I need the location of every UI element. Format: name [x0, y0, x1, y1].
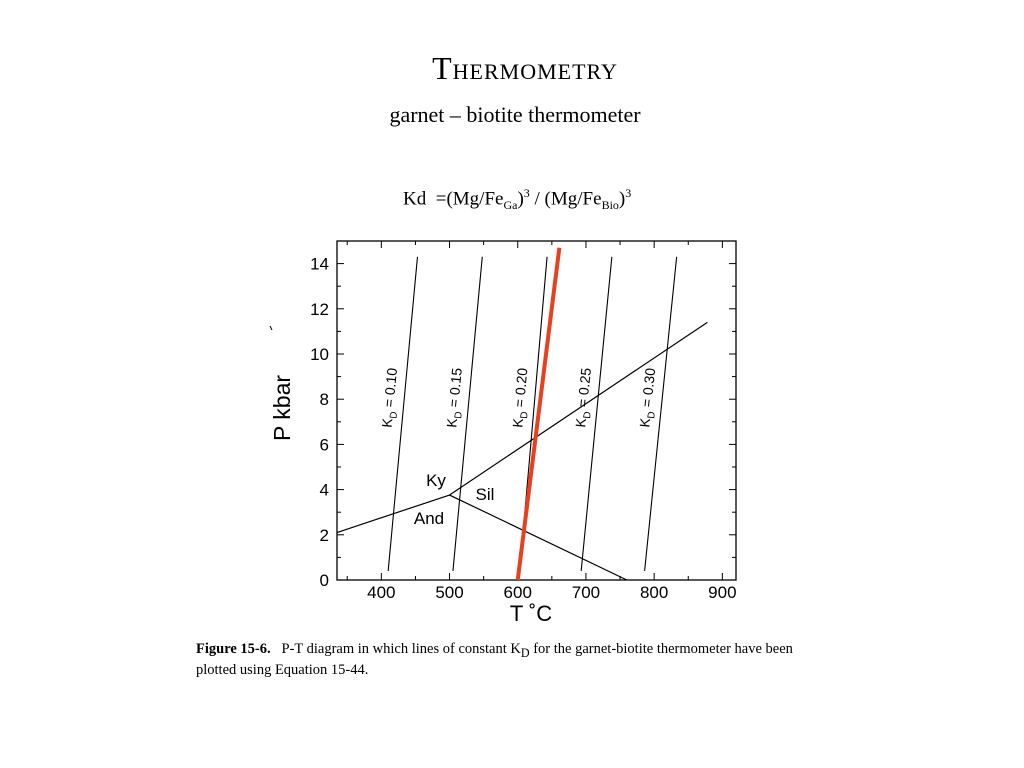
y-tick-label: 8: [320, 390, 329, 409]
eq-open: =(Mg/Fe: [435, 188, 504, 210]
slide-subtitle: garnet – biotite thermometer: [389, 102, 641, 127]
kd-line: [387, 256, 419, 572]
kd-value: = 0.10: [380, 367, 400, 412]
y-tick-label: 14: [310, 255, 329, 274]
kd-k: K: [443, 417, 460, 428]
kd-line: [580, 256, 613, 572]
figure-caption: Figure 15-6. P-T diagram in which lines …: [196, 641, 836, 679]
sil-label: Sil: [476, 485, 495, 504]
eq-close: ): [618, 188, 626, 210]
y-tick-label: 4: [320, 481, 329, 500]
x-tick-label: 900: [708, 583, 736, 602]
kd-k: K: [509, 417, 526, 428]
x-tick-label: 700: [572, 583, 600, 602]
kd-line-label: KD = 0.10: [379, 367, 404, 429]
highlight-line: [515, 247, 562, 581]
y-tick-label: 0: [320, 571, 329, 590]
figure-label: Figure 15-6.: [196, 641, 271, 657]
kd-value: = 0.25: [574, 367, 594, 412]
kd-line-label: KD = 0.20: [509, 367, 534, 429]
kd-sub: D: [388, 411, 400, 419]
caption-sub: D: [520, 645, 530, 660]
ky-label: Ky: [426, 471, 446, 490]
kd-sub: D: [453, 411, 465, 419]
and-sil-boundary: [449, 494, 628, 581]
kd-line: [452, 256, 483, 572]
kd-equation: Kd =(Mg/FeGa)3 / (Mg/FeBio)3: [403, 186, 631, 213]
kd-value: = 0.20: [511, 367, 531, 412]
kd-sub: D: [646, 411, 658, 419]
kd-value: = 0.15: [445, 367, 465, 412]
y-tick-label: 2: [320, 526, 329, 545]
exp-2: 3: [625, 186, 632, 200]
kd-k: K: [572, 417, 589, 429]
x-tick-label: 800: [640, 583, 668, 602]
and-label: And: [414, 509, 444, 528]
y-tick-label: 6: [320, 435, 329, 454]
kd-k: K: [636, 417, 653, 429]
x-tick-label: 600: [504, 583, 532, 602]
kd-value: = 0.30: [638, 367, 658, 412]
plot-frame: [336, 240, 737, 581]
eq-mid-close: ): [517, 188, 524, 210]
kd-sub: D: [519, 411, 531, 419]
kd-line-label: KD = 0.30: [636, 367, 662, 429]
kd-line: [644, 256, 678, 572]
eq-mid: / (Mg/Fe: [529, 188, 602, 210]
y-tick-label: 10: [310, 345, 329, 364]
x-tick-label: 400: [367, 583, 395, 602]
x-tick-label: 500: [435, 583, 463, 602]
kd-line-label: KD = 0.25: [572, 367, 598, 429]
slide-title: Thermometry: [432, 50, 618, 86]
ky-sil-boundary: [449, 321, 708, 496]
kd-sub: D: [582, 411, 594, 419]
stray-mark: [269, 325, 273, 331]
y-axis-label: P kbar: [269, 375, 295, 441]
exp-1: 3: [523, 186, 530, 200]
kd-symbol: Kd: [403, 188, 427, 210]
pt-diagram: 400 500 600 700 800 900 0 2 4 6 8 10 12 14 T ˚C P kbar K…: [269, 240, 737, 626]
sub-bio: Bio: [601, 198, 619, 213]
x-axis-label: T ˚C: [510, 601, 552, 626]
kd-line-label: KD = 0.15: [443, 367, 468, 429]
kd-k: K: [379, 417, 396, 428]
caption-text-2: for the garnet-biotite thermometer have …: [196, 641, 793, 678]
sub-ga: Ga: [503, 198, 518, 213]
caption-text: P-T diagram in which lines of constant K: [281, 641, 521, 657]
y-tick-label: 12: [310, 300, 329, 319]
